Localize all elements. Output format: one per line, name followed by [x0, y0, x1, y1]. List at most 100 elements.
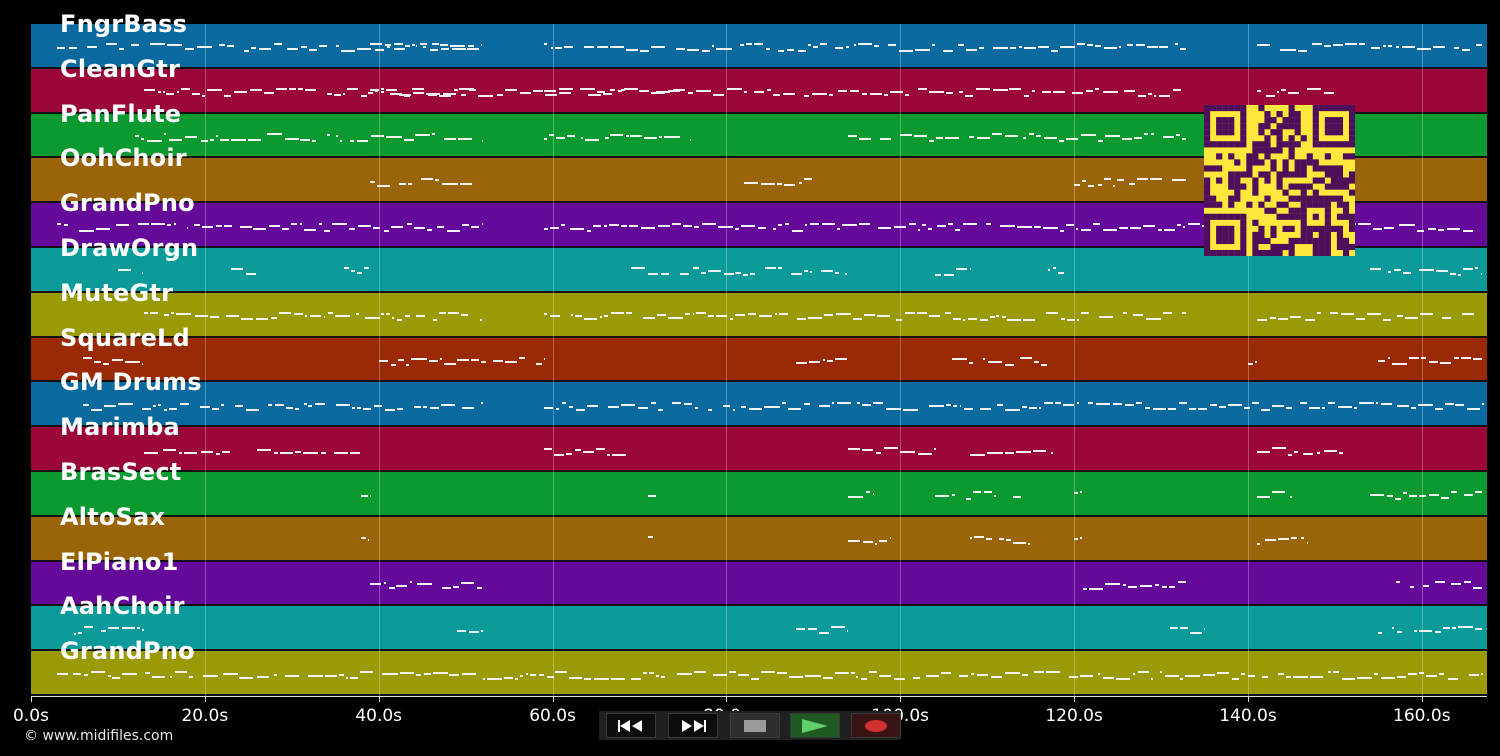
midi-note	[543, 227, 548, 230]
midi-note	[955, 228, 961, 231]
midi-note	[574, 448, 581, 451]
midi-note	[689, 138, 692, 141]
midi-note	[848, 134, 857, 137]
midi-note	[253, 227, 267, 230]
midi-note	[426, 93, 441, 96]
midi-note	[481, 222, 484, 225]
midi-note	[1127, 44, 1134, 47]
midi-note	[1133, 136, 1143, 139]
midi-note	[1180, 48, 1187, 51]
midi-note	[549, 315, 560, 318]
midi-note	[1178, 401, 1187, 404]
midi-note	[305, 89, 316, 92]
midi-note	[1099, 316, 1114, 319]
midi-note	[637, 406, 649, 409]
midi-note	[952, 357, 967, 360]
midi-note	[969, 361, 973, 364]
midi-note	[630, 267, 646, 270]
midi-note	[1356, 676, 1372, 679]
midi-note	[1409, 356, 1419, 359]
midi-note	[566, 452, 573, 455]
axis-tick-label: 160.0s	[1393, 706, 1451, 726]
midi-note	[450, 45, 465, 48]
midi-note	[766, 89, 771, 92]
midi-note	[835, 357, 848, 360]
midi-note	[183, 451, 197, 454]
midi-note	[757, 226, 767, 229]
midi-note	[746, 43, 753, 46]
midi-note	[196, 46, 212, 49]
midi-note	[739, 44, 744, 47]
midi-note	[343, 93, 346, 96]
midi-note	[1150, 177, 1162, 180]
axis-tick-label: 20.0s	[181, 706, 229, 726]
midi-note	[103, 362, 110, 365]
midi-note	[827, 359, 834, 362]
midi-note	[929, 139, 934, 142]
midi-note	[584, 677, 592, 680]
midi-note	[996, 315, 1000, 318]
midi-note	[364, 267, 369, 270]
midi-note	[173, 222, 177, 225]
midi-note	[1317, 312, 1322, 315]
midi-note	[1472, 357, 1482, 360]
axis-tick	[552, 696, 554, 702]
midi-note	[1404, 317, 1418, 320]
midi-note	[119, 48, 124, 51]
midi-note	[948, 222, 954, 225]
midi-note	[694, 406, 699, 409]
rewind-button[interactable]	[606, 713, 656, 738]
axis-tick-label: 40.0s	[355, 706, 403, 726]
midi-note	[1333, 44, 1344, 47]
midi-note	[999, 224, 1016, 227]
midi-note	[460, 182, 473, 185]
midi-note	[414, 133, 430, 136]
midi-note	[326, 93, 332, 96]
midi-note	[773, 227, 777, 230]
midi-note	[821, 270, 833, 273]
midi-note	[144, 451, 158, 454]
midi-note	[803, 95, 810, 98]
midi-note	[651, 46, 665, 49]
midi-note	[809, 360, 821, 363]
midi-note	[966, 49, 977, 52]
midi-note	[568, 405, 574, 408]
play-button[interactable]	[790, 713, 840, 738]
midi-note	[1116, 677, 1131, 680]
midi-note	[1016, 225, 1032, 228]
midi-note	[645, 90, 649, 93]
midi-note	[1396, 46, 1400, 49]
midi-note	[1441, 497, 1450, 500]
midi-note	[1095, 402, 1111, 405]
midi-note	[630, 134, 642, 137]
midi-note	[364, 317, 380, 320]
midi-note	[1164, 674, 1179, 677]
midi-note	[831, 401, 835, 404]
midi-note	[1219, 405, 1227, 408]
midi-note	[1038, 46, 1049, 49]
midi-note	[1306, 88, 1322, 91]
midi-note	[438, 312, 446, 315]
midi-note	[1217, 671, 1230, 674]
midi-note	[890, 91, 903, 94]
midi-note	[436, 225, 445, 228]
midi-note	[373, 404, 383, 407]
record-button[interactable]	[851, 713, 901, 738]
axis-tick-label: 0.0s	[13, 706, 49, 726]
midi-note	[973, 536, 984, 539]
midi-note	[1133, 314, 1144, 317]
midi-note	[1128, 182, 1135, 185]
midi-note	[1150, 132, 1155, 135]
midi-note	[73, 672, 82, 675]
stop-button[interactable]	[730, 713, 780, 738]
midi-note	[824, 314, 834, 317]
fast-forward-button[interactable]	[668, 713, 718, 738]
midi-note	[667, 90, 680, 93]
midi-note	[558, 88, 574, 91]
midi-note	[580, 136, 583, 139]
midi-note	[176, 91, 179, 94]
midi-note	[1457, 625, 1474, 628]
midi-note	[978, 47, 985, 50]
midi-note	[461, 672, 476, 675]
midi-note	[982, 357, 986, 360]
